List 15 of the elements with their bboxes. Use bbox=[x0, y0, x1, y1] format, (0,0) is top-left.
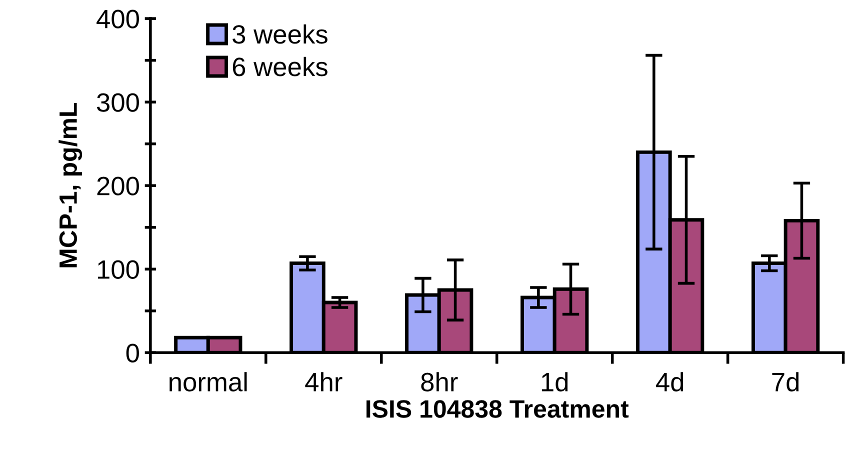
legend-label: 3 weeks bbox=[232, 24, 328, 44]
y-tick-label: 0 bbox=[126, 344, 139, 362]
x-axis-title: ISIS 104838 Treatment bbox=[366, 400, 629, 418]
y-tick-label: 400 bbox=[96, 10, 139, 28]
y-tick-label: 100 bbox=[98, 260, 139, 279]
x-tick-label: normal bbox=[170, 372, 247, 392]
y-axis-title: MCP-1, pg/mL bbox=[58, 103, 82, 268]
x-tick-label: 7d bbox=[772, 372, 799, 392]
legend-label: 6 weeks bbox=[232, 56, 328, 76]
x-tick-label: 8hr bbox=[421, 372, 458, 392]
y-tick-label: 200 bbox=[97, 176, 139, 196]
x-tick-label: 4hr bbox=[305, 372, 342, 392]
x-tick-label: 1d bbox=[542, 372, 568, 392]
y-tick-label: 300 bbox=[96, 93, 139, 112]
x-tick-label: 4d bbox=[656, 372, 684, 392]
